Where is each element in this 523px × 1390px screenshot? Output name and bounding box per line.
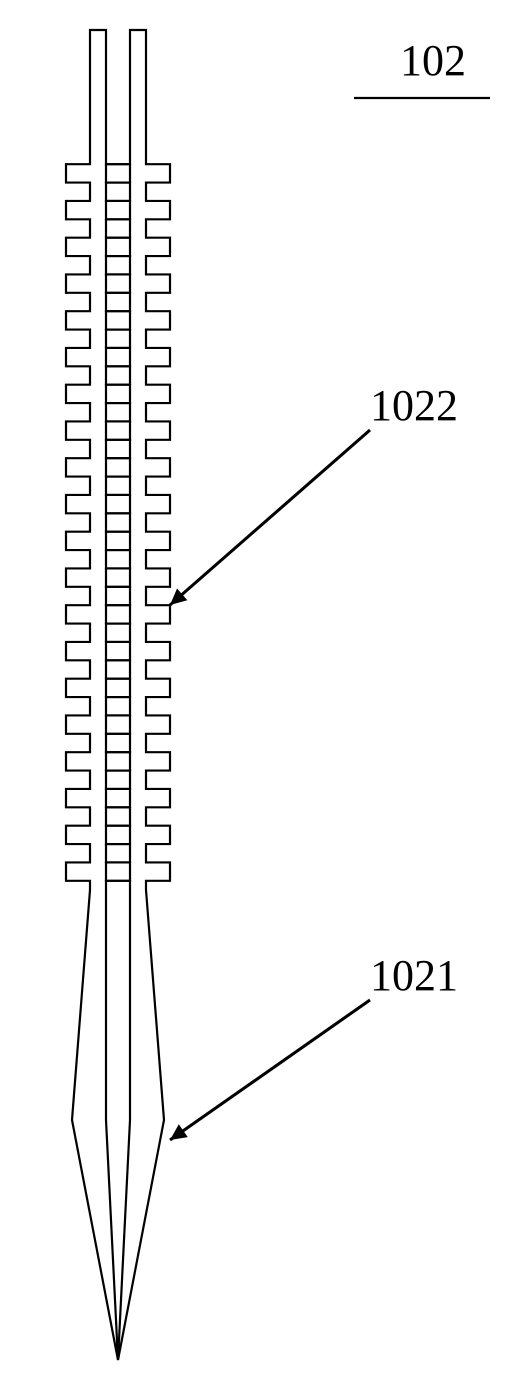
arrow-1021	[170, 1000, 370, 1140]
label-1021: 1021	[370, 951, 458, 1000]
technical-diagram: 102 1022 1021	[0, 0, 523, 1390]
label-1022: 1022	[370, 381, 458, 430]
shape-layer	[66, 30, 170, 1360]
left-prong-outline	[66, 30, 130, 1360]
right-prong-outline	[106, 30, 170, 1360]
label-102: 102	[400, 36, 466, 85]
arrow-1022	[170, 430, 370, 605]
